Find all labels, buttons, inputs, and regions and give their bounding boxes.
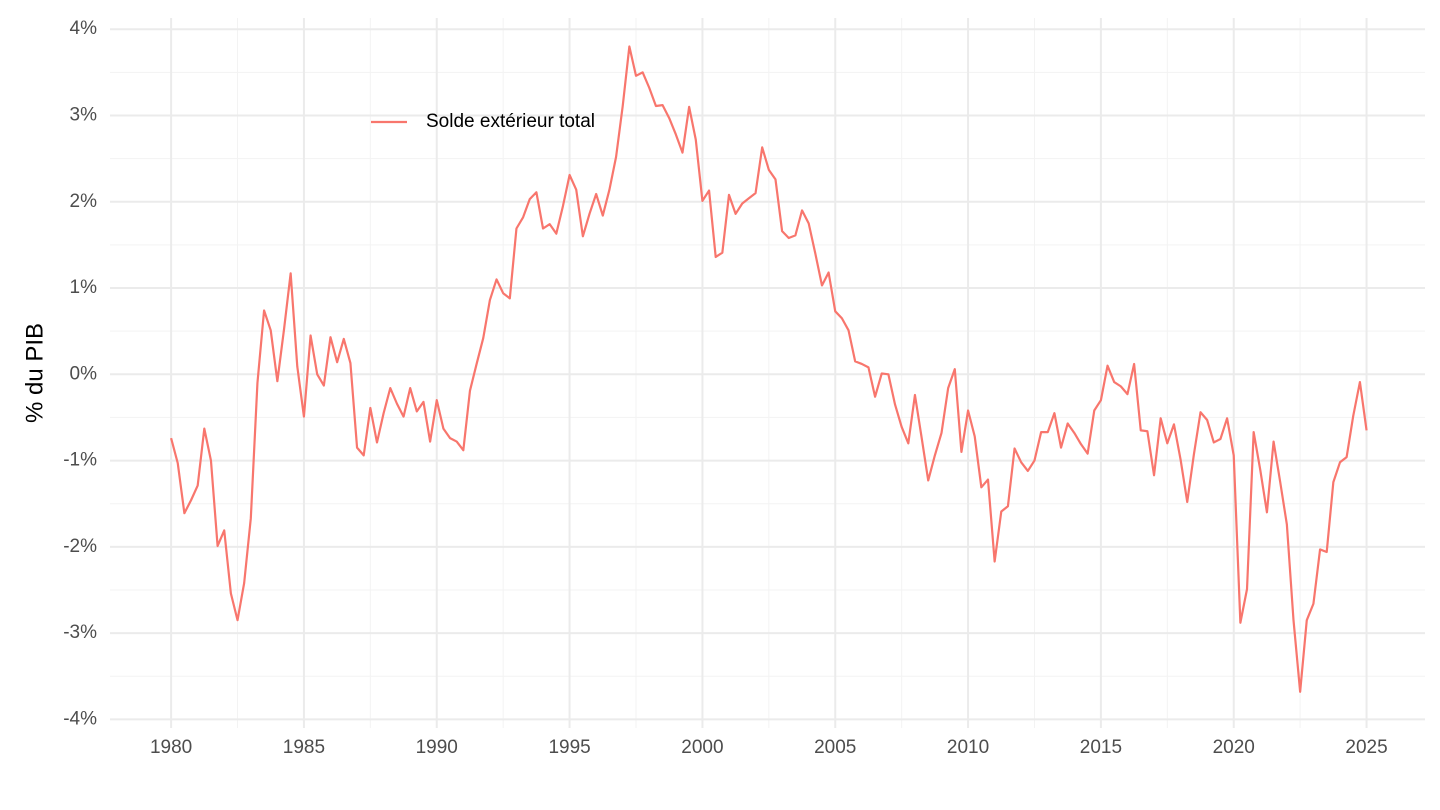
y-tick-label: -1%: [63, 450, 97, 471]
x-tick-label: 2015: [1080, 737, 1122, 758]
x-tick-label: 2005: [814, 737, 856, 758]
x-tick-label: 1995: [548, 737, 590, 758]
y-tick-label: 4%: [70, 18, 98, 39]
y-axis-title: % du PIB: [21, 323, 48, 423]
y-tick-label: 2%: [70, 191, 98, 212]
line: [170, 45, 1368, 693]
x-tick-label: 1990: [416, 737, 458, 758]
y-tick-label: -4%: [63, 708, 97, 729]
x-tick-label: 2020: [1213, 737, 1255, 758]
y-tick-label: 0%: [70, 363, 98, 384]
y-tick-label: 1%: [70, 277, 98, 298]
x-tick-label: 1980: [150, 737, 192, 758]
legend-label: Solde extérieur total: [426, 111, 595, 132]
x-tick-label: 2000: [681, 737, 723, 758]
y-tick-label: -3%: [63, 622, 97, 643]
y-tick-label: -2%: [63, 536, 97, 557]
x-tick-label: 2010: [947, 737, 989, 758]
x-tick-label: 2025: [1345, 737, 1387, 758]
y-tick-label: 3%: [70, 105, 98, 126]
x-tick-label: 1985: [283, 737, 325, 758]
